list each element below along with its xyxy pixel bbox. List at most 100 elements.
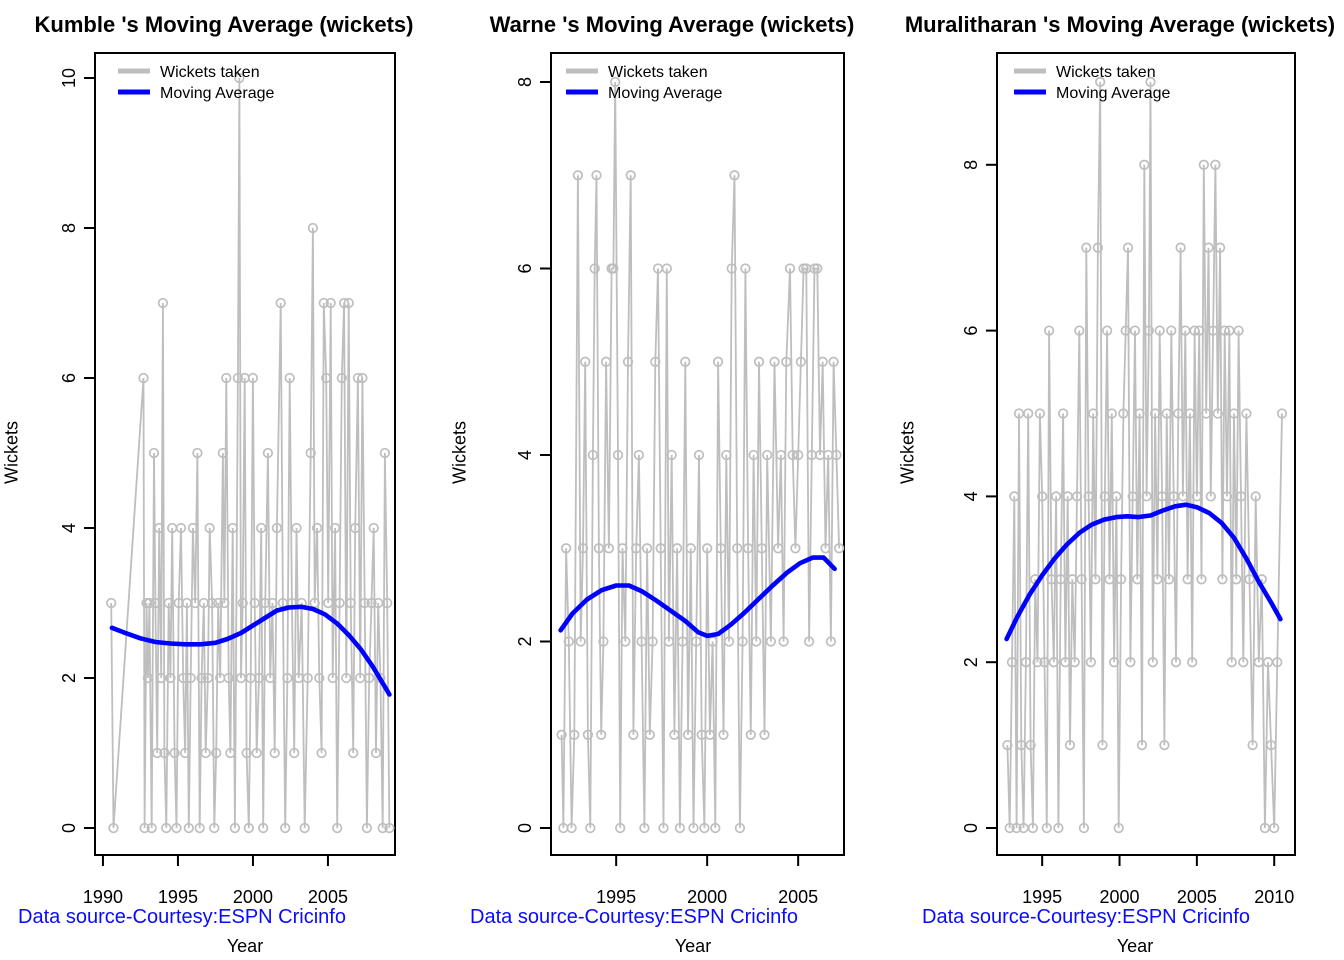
wickets-line (1006, 81, 1283, 829)
plot-box (94, 52, 396, 856)
y-tick-label: 6 (515, 263, 535, 273)
data-source-caption: Data source-Courtesy:ESPN Cricinfo (18, 906, 346, 928)
data-point-marker (718, 729, 729, 740)
data-point-marker (737, 636, 748, 647)
data-point-marker (338, 297, 350, 309)
data-point-marker (596, 729, 607, 740)
y-tick-label: 6 (961, 326, 981, 336)
moving-average-line (558, 555, 837, 639)
data-point-marker (209, 822, 220, 834)
x-tick-label: 2005 (1177, 887, 1217, 907)
x-axis-label: Year (674, 936, 712, 956)
data-point-marker (1189, 325, 1200, 336)
data-point-marker (1101, 325, 1113, 336)
data-point-marker (1219, 325, 1230, 336)
page-title: Muralitharan 's Moving Average (wickets) (904, 12, 1336, 37)
data-point-marker (1134, 408, 1145, 419)
data-point-marker (364, 672, 375, 684)
data-point-marker (232, 372, 244, 384)
data-point-marker (622, 356, 634, 367)
data-point-marker (825, 636, 837, 647)
data-point-marker (1037, 491, 1048, 502)
data-point-marker (175, 522, 187, 534)
data-point-marker (1071, 491, 1083, 502)
y-tick-label: 4 (59, 523, 79, 533)
data-point-marker (577, 543, 589, 554)
page-title: Warne 's Moving Average (wickets) (489, 12, 855, 37)
data-point-marker (1053, 822, 1064, 834)
data-point-marker (348, 747, 359, 759)
data-point-marker (243, 822, 254, 834)
data-point-marker (1027, 822, 1039, 834)
data-point-marker (194, 822, 205, 834)
wickets-line (560, 81, 840, 829)
data-point-marker (1113, 822, 1124, 834)
data-point-marker (702, 543, 713, 554)
data-point-marker (1201, 408, 1212, 419)
axes: 1995 2000 2005 0 2 4 6 8 (515, 77, 818, 907)
data-point-marker (1226, 657, 1237, 668)
data-point-marker (655, 543, 666, 554)
data-point-marker (202, 672, 214, 684)
data-point-marker (161, 822, 172, 834)
data-point-marker (234, 72, 245, 84)
axes: 1990 1995 2000 2005 0 2 4 6 8 10 (59, 68, 348, 907)
data-point-marker (108, 822, 119, 834)
data-point-marker (379, 447, 391, 459)
data-point-marker (275, 297, 286, 309)
data-point-marker (1050, 491, 1062, 502)
data-point-marker (1097, 739, 1108, 751)
data-point-marker (1214, 242, 1226, 253)
data-point-marker (282, 672, 293, 684)
data-point-marker (1238, 657, 1249, 668)
data-point-marker (343, 297, 354, 309)
data-point-marker (1006, 657, 1018, 668)
data-point-marker (625, 170, 636, 181)
chart-canvas: 1995 2000 2005 0 2 4 6 8 Wickets taken Moving Ave… (515, 52, 845, 907)
data-point-marker (1074, 325, 1085, 336)
data-point-marker (336, 372, 347, 384)
data-point-marker (677, 636, 688, 647)
chart-canvas: 1990 1995 2000 2005 0 2 4 6 8 10 Wickets taken Movi… (59, 52, 396, 907)
data-point-marker (748, 449, 759, 461)
data-point-marker (307, 222, 319, 234)
data-point-marker (1041, 822, 1052, 834)
data-point-marker (144, 597, 155, 609)
data-point-marker (237, 597, 248, 609)
data-point-marker (139, 822, 150, 834)
data-point-marker (1020, 657, 1032, 668)
data-point-marker (1043, 325, 1055, 336)
data-point-marker (682, 729, 694, 740)
data-point-marker (1156, 491, 1168, 502)
data-point-marker (1221, 491, 1233, 502)
data-point-marker (1194, 325, 1205, 336)
moving-average-line (109, 604, 392, 697)
data-point-marker (368, 522, 379, 534)
data-point-marker (178, 672, 189, 684)
y-tick-label: 0 (59, 823, 79, 833)
data-point-marker (1048, 657, 1059, 668)
data-point-marker (1106, 408, 1117, 419)
data-point-marker (253, 672, 265, 684)
data-point-marker (790, 543, 801, 554)
y-tick-label: 2 (961, 657, 981, 667)
data-point-marker (617, 543, 628, 554)
data-point-marker (742, 543, 754, 554)
data-point-marker (600, 356, 612, 367)
data-point-marker (1009, 491, 1020, 502)
data-point-marker (384, 822, 395, 834)
data-point-marker (262, 447, 274, 459)
legend: Wickets taken Moving Average (1014, 64, 1171, 102)
data-point-marker (150, 597, 161, 609)
data-point-marker (148, 447, 160, 459)
data-point-marker (1139, 159, 1150, 170)
data-point-marker (291, 522, 302, 534)
data-point-marker (256, 522, 267, 534)
data-point-marker (831, 449, 842, 461)
data-point-marker (138, 372, 149, 384)
data-point-marker (759, 729, 770, 740)
data-point-marker (1187, 657, 1198, 668)
data-point-marker (235, 672, 247, 684)
data-point-marker (639, 822, 650, 834)
wickets-taken-series (556, 76, 845, 834)
